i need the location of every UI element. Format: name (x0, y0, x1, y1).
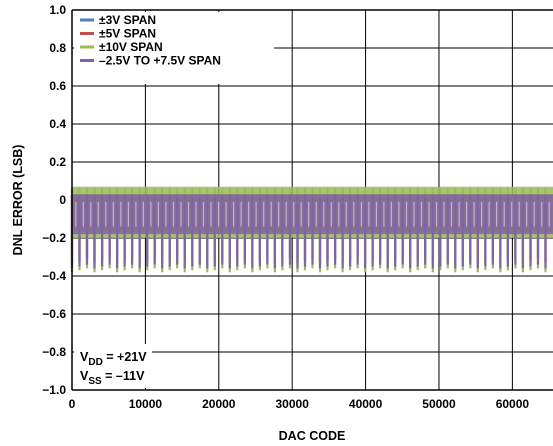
y-tick-label: −0.6 (42, 307, 66, 321)
trace-highlight (75, 201, 550, 227)
x-tick-label: 30000 (276, 397, 310, 411)
x-tick-label: 60000 (496, 397, 530, 411)
x-tick-label: 0 (69, 397, 76, 411)
y-tick-label: 0.4 (49, 117, 66, 131)
x-tick-label: 10000 (129, 397, 163, 411)
x-tick-label: 20000 (202, 397, 236, 411)
y-tick-label: −0.4 (42, 269, 66, 283)
annotation-box (74, 344, 152, 388)
y-tick-label: 1.0 (49, 3, 66, 17)
supply-annotation: VDD = +21V VSS = –11V (74, 344, 152, 388)
x-tick-label: 40000 (349, 397, 383, 411)
y-tick-label: 0.8 (49, 41, 66, 55)
x-axis-title: DAC CODE (279, 429, 346, 443)
x-tick-labels: 0 10000 20000 30000 40000 50000 60000 (69, 397, 530, 411)
y-tick-labels: 1.0 0.8 0.6 0.4 0.2 0 −0.2 −0.4 −0.6 −0.8 −1.0 (42, 3, 66, 397)
y-tick-label: −0.8 (42, 345, 66, 359)
series-3 (70, 194, 553, 269)
legend-label: ±3V SPAN (99, 13, 156, 27)
legend-label: ±10V SPAN (99, 40, 163, 54)
legend-box (74, 12, 274, 84)
vss-annotation: VSS = –11V (80, 369, 145, 387)
y-tick-label: −0.2 (42, 231, 66, 245)
y-axis-title: DNL ERROR (LSB) (11, 145, 25, 256)
axes (71, 9, 553, 391)
legend-label: –2.5V TO +7.5V SPAN (99, 54, 221, 68)
vdd-annotation: VDD = +21V (80, 350, 147, 368)
y-tick-label: 0.2 (49, 155, 66, 169)
y-tick-label: −1.0 (42, 383, 66, 397)
x-tick-label: 50000 (422, 397, 456, 411)
y-tick-label: 0 (59, 193, 66, 207)
y-tick-label: 0.6 (49, 79, 66, 93)
data-bands (70, 186, 553, 273)
legend: ±3V SPAN±5V SPAN±10V SPAN–2.5V TO +7.5V … (74, 12, 274, 84)
legend-label: ±5V SPAN (99, 27, 156, 41)
